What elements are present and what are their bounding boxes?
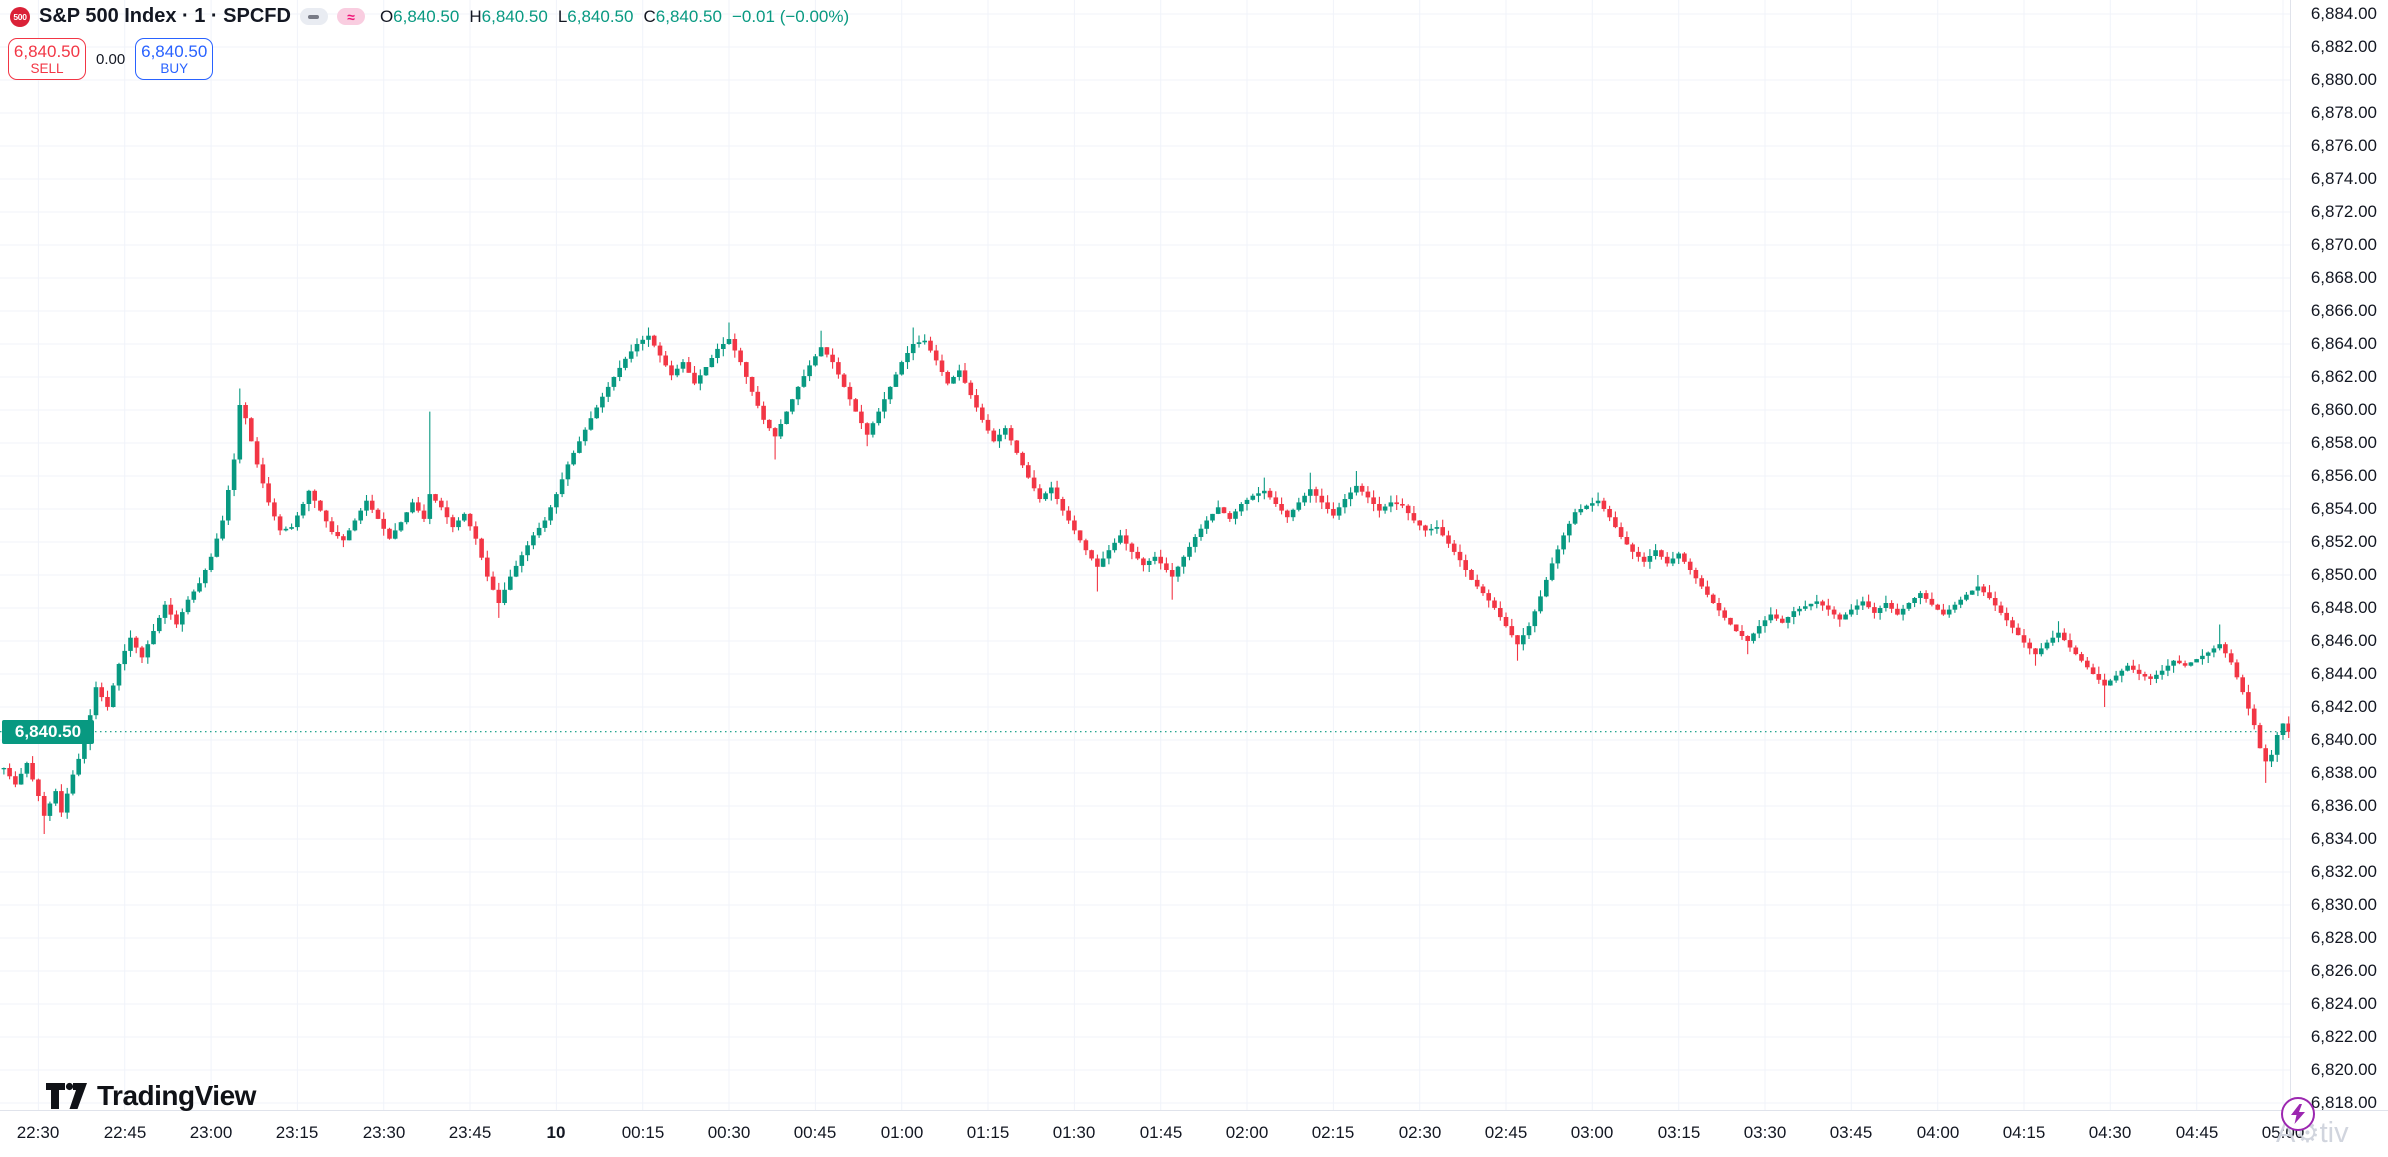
time-tick-label: 04:00: [1916, 1123, 1960, 1142]
price-tick-label: 6,850.00: [2310, 565, 2377, 584]
time-axis[interactable]: 22:30 22:45 23:00 23:15 23:30 23:45 10 00:15 00:…: [0, 1110, 2388, 1157]
symbol-logo-icon: 500: [10, 6, 30, 27]
spread-value: 0.00: [96, 50, 126, 68]
price-tick-label: 6,854.00: [2310, 499, 2377, 518]
price-tick-label: 6,818.00: [2310, 1093, 2377, 1112]
tradingview-logo-icon: [46, 1082, 87, 1109]
time-tick-label: 02:00: [1225, 1123, 1269, 1142]
price-tick-label: 6,884.00: [2310, 4, 2377, 23]
time-tick-label: 03:00: [1570, 1123, 1614, 1142]
price-tick-label: 6,858.00: [2310, 433, 2377, 452]
price-tick-label: 6,860.00: [2310, 400, 2377, 419]
market-status-approx-icon: ≈: [336, 8, 365, 25]
symbol-header: 500 S&P 500 Index · 1 · SPCFD ≈ O6,840.5…: [10, 5, 849, 28]
time-tick-label: 10: [546, 1123, 566, 1142]
time-tick-label: 01:15: [966, 1123, 1010, 1142]
time-tick-label: 04:15: [2002, 1123, 2046, 1142]
price-tick-label: 6,848.00: [2310, 598, 2377, 617]
time-tick-label: 23:30: [362, 1123, 406, 1142]
price-tick-label: 6,882.00: [2310, 37, 2377, 56]
ohlc-change: −0.01 (−0.00%): [731, 6, 850, 26]
price-tick-label: 6,828.00: [2310, 928, 2377, 947]
price-tick-label: 6,852.00: [2310, 532, 2377, 551]
price-tick-label: 6,840.00: [2310, 730, 2377, 749]
sell-label: SELL: [30, 61, 64, 76]
price-tick-label: 6,868.00: [2310, 268, 2377, 287]
price-tick-label: 6,844.00: [2310, 664, 2377, 683]
time-tick-label: 04:45: [2175, 1123, 2219, 1142]
time-tick-label: 23:00: [189, 1123, 233, 1142]
price-tick-label: 6,856.00: [2310, 466, 2377, 485]
time-tick-label: 23:45: [448, 1123, 492, 1142]
time-tick-label: 01:30: [1052, 1123, 1096, 1142]
lightning-icon: [2291, 1104, 2305, 1124]
last-price-tag: 6,840.50: [2, 720, 94, 744]
price-tick-label: 6,864.00: [2310, 334, 2377, 353]
tradingview-logo[interactable]: TradingView: [46, 1080, 256, 1112]
lightning-button[interactable]: [2281, 1097, 2315, 1131]
time-tick-label: 23:15: [275, 1123, 319, 1142]
price-tick-label: 6,832.00: [2310, 862, 2377, 881]
ohlc-item: H6,840.50: [469, 6, 548, 26]
time-tick-label: 00:30: [707, 1123, 751, 1142]
ohlc-values: O6,840.50 H6,840.50 L6,840.50 C6,840.50 −0.0…: [380, 7, 849, 27]
sell-button[interactable]: 6,840.50 SELL: [8, 38, 86, 80]
buy-price: 6,840.50: [141, 42, 208, 61]
symbol-title[interactable]: S&P 500 Index · 1 · SPCFD: [39, 5, 291, 27]
price-tick-label: 6,826.00: [2310, 961, 2377, 980]
tradingview-logo-text: TradingView: [97, 1080, 256, 1111]
price-tick-label: 6,880.00: [2310, 70, 2377, 89]
price-tick-label: 6,862.00: [2310, 367, 2377, 386]
time-tick-label: 01:45: [1139, 1123, 1183, 1142]
time-tick-label: 03:45: [1829, 1123, 1873, 1142]
price-tick-label: 6,820.00: [2310, 1060, 2377, 1079]
price-tick-label: 6,878.00: [2310, 103, 2377, 122]
trade-panel: 6,840.50 SELL 0.00 6,840.50 BUY: [8, 38, 214, 80]
watermark-suffix: tiv: [2319, 1117, 2349, 1149]
candlestick-chart[interactable]: [0, 0, 2290, 1110]
time-tick-label: 02:30: [1398, 1123, 1442, 1142]
price-tick-label: 6,824.00: [2310, 994, 2377, 1013]
time-tick-label: 04:30: [2088, 1123, 2132, 1142]
ohlc-item: L6,840.50: [557, 6, 634, 26]
price-tick-label: 6,822.00: [2310, 1027, 2377, 1046]
market-status-dash-icon: [299, 8, 328, 25]
price-tick-label: 6,874.00: [2310, 169, 2377, 188]
price-axis[interactable]: 6,818.00 6,820.00 6,822.00 6,824.00 6,826.00…: [2290, 0, 2388, 1112]
price-tick-label: 6,836.00: [2310, 796, 2377, 815]
price-tick-label: 6,830.00: [2310, 895, 2377, 914]
ohlc-item: C6,840.50: [643, 6, 722, 26]
time-tick-label: 02:15: [1311, 1123, 1355, 1142]
price-tick-label: 6,870.00: [2310, 235, 2377, 254]
time-tick-label: 03:30: [1743, 1123, 1787, 1142]
price-tick-label: 6,834.00: [2310, 829, 2377, 848]
ohlc-item: O6,840.50: [379, 6, 460, 26]
time-tick-label: 22:45: [103, 1123, 147, 1142]
price-tick-label: 6,846.00: [2310, 631, 2377, 650]
time-tick-label: 01:00: [880, 1123, 924, 1142]
price-tick-label: 6,866.00: [2310, 301, 2377, 320]
price-tick-label: 6,876.00: [2310, 136, 2377, 155]
price-tick-label: 6,842.00: [2310, 697, 2377, 716]
time-tick-label: 00:45: [793, 1123, 837, 1142]
buy-button[interactable]: 6,840.50 BUY: [135, 38, 214, 80]
time-tick-label: 00:15: [621, 1123, 665, 1142]
time-tick-label: 22:30: [16, 1123, 60, 1142]
time-tick-label: 02:45: [1484, 1123, 1528, 1142]
price-tick-label: 6,838.00: [2310, 763, 2377, 782]
sell-price: 6,840.50: [13, 42, 81, 61]
time-tick-label: 03:15: [1657, 1123, 1701, 1142]
price-tick-label: 6,872.00: [2310, 202, 2377, 221]
buy-label: BUY: [160, 61, 189, 76]
